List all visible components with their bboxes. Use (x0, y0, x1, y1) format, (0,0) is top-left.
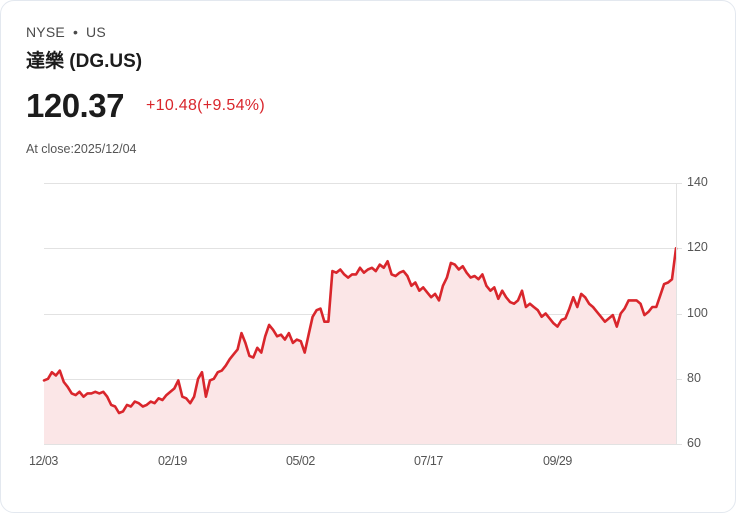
stock-name: 達樂 (DG.US) (26, 51, 143, 72)
price-area-fill (44, 248, 676, 444)
y-tick-label: 140 (687, 175, 708, 189)
y-tick-label: 80 (687, 370, 701, 385)
y-tick-label: 100 (687, 305, 708, 320)
close-timestamp: At close:2025/12/04 (26, 142, 137, 156)
x-tick-label: 09/29 (543, 454, 572, 468)
y-tick-label: 120 (687, 240, 708, 255)
chart-gridlines (44, 183, 682, 445)
x-tick-label: 05/02 (286, 454, 315, 468)
region-label: US (86, 24, 106, 40)
separator-dot: • (72, 24, 79, 40)
x-tick-label: 02/19 (158, 454, 187, 468)
x-tick-label: 12/03 (29, 454, 58, 468)
exchange-line: NYSE • US (26, 24, 106, 40)
exchange-label: NYSE (26, 24, 65, 40)
y-tick-label: 60 (687, 436, 701, 450)
price-line[interactable] (42, 247, 678, 415)
x-tick-label: 07/17 (414, 454, 443, 468)
price-change: +10.48(+9.54%) (146, 97, 265, 114)
stock-price: 120.37 (26, 87, 124, 124)
